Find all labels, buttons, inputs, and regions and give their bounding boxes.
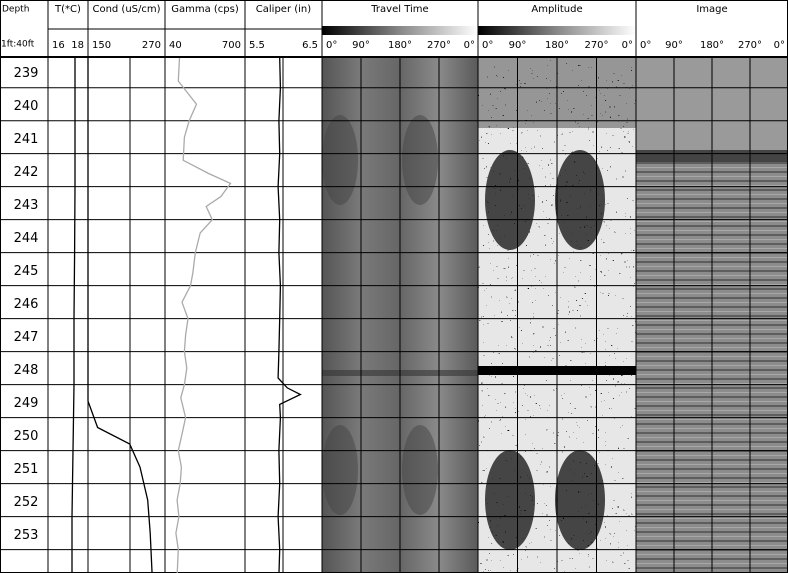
depth-label: 241 <box>14 132 39 147</box>
tick-label: 270° <box>738 40 762 51</box>
tick-label: 270° <box>584 40 608 51</box>
tick-label: 0° <box>640 40 651 51</box>
tick-label: 150 <box>92 40 111 51</box>
tick-label: 0° <box>622 40 633 51</box>
depth-label: 248 <box>14 363 39 378</box>
depth-scale: 1ft:40ft <box>1 40 35 50</box>
tick-label: 180° <box>388 40 412 51</box>
tick-label: 180° <box>545 40 569 51</box>
tick-label: 0° <box>774 40 785 51</box>
tick-label: 0° <box>482 40 493 51</box>
depth-label: 246 <box>14 297 39 312</box>
tick-label: 5.5 <box>249 40 265 51</box>
depth-label: 249 <box>14 396 39 411</box>
tick-label: 270 <box>142 40 161 51</box>
tick-label: 16 <box>52 40 65 51</box>
track-title: Caliper (in) <box>256 4 311 15</box>
depth-label: 251 <box>14 462 39 477</box>
track-title: Image <box>696 4 727 15</box>
tick-label: 700 <box>222 40 241 51</box>
depth-label: 242 <box>14 165 39 180</box>
tick-label: 6.5 <box>302 40 318 51</box>
depth-label: 252 <box>14 495 39 510</box>
log-curve <box>88 58 152 573</box>
tick-label: 90° <box>665 40 683 51</box>
depth-label: 243 <box>14 198 39 213</box>
log-curve <box>176 58 231 573</box>
depth-label: 250 <box>14 429 39 444</box>
track-title: Travel Time <box>370 4 428 15</box>
log-curve <box>72 58 75 573</box>
track-title: Gamma (cps) <box>171 4 239 15</box>
tick-label: 270° <box>427 40 451 51</box>
tick-label: 90° <box>352 40 370 51</box>
depth-label: 239 <box>14 66 39 81</box>
depth-label: 240 <box>14 99 39 114</box>
track-title: T(*C) <box>54 4 81 15</box>
track-title: Amplitude <box>531 4 582 15</box>
depth-label: 253 <box>14 528 39 543</box>
well-log: Depth 1ft:40ft 239 240 241 242 243 244 245 246 247… <box>0 0 788 573</box>
tick-label: 18 <box>71 40 84 51</box>
depth-label: 245 <box>14 264 39 279</box>
depth-label: 244 <box>14 231 39 246</box>
depth-title: Depth <box>2 5 29 15</box>
tick-label: 0° <box>464 40 475 51</box>
log-curve <box>278 58 300 573</box>
tick-label: 90° <box>509 40 527 51</box>
tick-label: 40 <box>169 40 182 51</box>
tick-label: 180° <box>700 40 724 51</box>
tick-label: 0° <box>326 40 337 51</box>
track-title: Cond (uS/cm) <box>92 4 160 15</box>
depth-label: 247 <box>14 330 39 345</box>
